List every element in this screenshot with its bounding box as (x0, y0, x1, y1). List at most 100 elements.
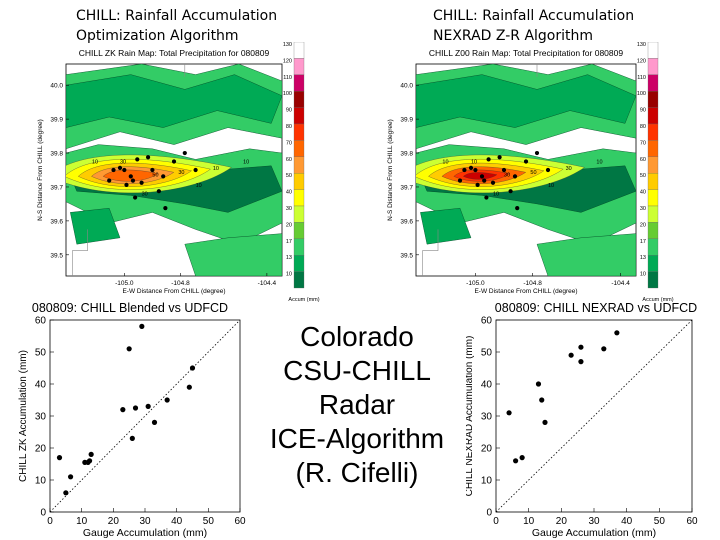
colorbar-tick-label: 50 (286, 173, 292, 179)
map-green-region (70, 207, 121, 245)
map-contour-label: 10 (471, 160, 477, 166)
scatter-xtick-label: 10 (76, 516, 88, 527)
map-gauge-dot (484, 195, 489, 200)
scatter-left: 080809: CHILL Blended vs UDFCD 0 10 20 30 40 5… (18, 301, 246, 539)
scatter-xtick-label: 30 (588, 516, 600, 527)
scatter-ytick-label: 50 (35, 348, 47, 359)
map-gauge-dot (515, 206, 520, 211)
scatter-point (601, 346, 607, 352)
colorbar-swatch (293, 123, 305, 141)
colorbar-tick-label: 10 (640, 272, 646, 278)
map-contour-label: 10 (493, 191, 499, 197)
map-gauge-dot (145, 155, 151, 160)
colorbar-tick-label: 40 (640, 190, 646, 196)
map-xtick-label: -104.4 (611, 280, 630, 287)
center-title-line3: Radar (318, 389, 396, 420)
scatter-xtick-label: 40 (621, 516, 633, 527)
scatter-point (63, 490, 69, 496)
map-xtick-label: -104.4 (258, 280, 277, 287)
map-gauge-dot (468, 165, 474, 170)
colorbar-tick-label: 110 (283, 75, 292, 81)
scatter-xtick-label: 0 (47, 516, 53, 527)
left-map-header: CHILL: Rainfall Accumulation Optimizatio… (76, 6, 277, 46)
scatter-title: 080809: CHILL NEXRAD vs UDFCD (495, 301, 697, 315)
map-xlabel: E-W Distance From CHILL (degree) (474, 288, 577, 295)
scatter-ytick-label: 60 (35, 316, 47, 327)
scatter-xtick-label: 40 (171, 516, 183, 527)
scatter-point (132, 405, 139, 411)
colorbar-swatch (647, 140, 659, 157)
center-title: Colorado CSU-CHILL Radar ICE-Algorithm (… (248, 320, 466, 490)
colorbar-tick-label: 90 (286, 108, 292, 114)
scatter-title: 080809: CHILL Blended vs UDFCD (32, 301, 228, 315)
colorbar-tick-label: 10 (286, 272, 292, 278)
scatter-one-to-one-line (49, 319, 241, 513)
map-green-region (536, 233, 636, 276)
colorbar-swatch (647, 173, 659, 190)
colorbar-swatch (293, 58, 305, 75)
scatter-xtick-label: 0 (493, 516, 499, 527)
colorbar-swatch (647, 189, 659, 207)
scatter-point (151, 419, 158, 425)
colorbar-tick-label: 80 (286, 124, 292, 130)
right-map-header: CHILL: Rainfall Accumulation NEXRAD Z-R … (433, 6, 634, 46)
map-gauge-dot (128, 174, 133, 179)
colorbar-tick-label: 110 (637, 75, 646, 81)
colorbar-swatch (293, 255, 305, 272)
map-contour-label: 50 (152, 172, 158, 178)
scatter-ytick-label: 10 (481, 476, 493, 487)
map-contour-label: 50 (530, 170, 536, 176)
map-gauge-dot (473, 167, 478, 173)
scatter-point (164, 397, 170, 403)
map-ytick-label: 39.5 (400, 252, 413, 259)
colorbar-swatch (647, 91, 659, 108)
map-boundary-line (422, 229, 439, 276)
scatter-ylabel: CHILL ZK Accumulation (mm) (18, 350, 29, 482)
map-contour-label: 10 (92, 160, 98, 166)
colorbar-tick-label: 130 (283, 42, 292, 48)
map-gauge-dot (457, 178, 463, 183)
colorbar-tick-label: 70 (286, 140, 292, 146)
colorbar-tick-label: 30 (640, 206, 646, 212)
map-ylabel: N-S Distance From CHILL (degree) (387, 119, 394, 221)
map-ytick-label: 39.6 (400, 218, 413, 225)
colorbar-swatch (293, 222, 305, 239)
colorbar-swatch (647, 255, 659, 272)
colorbar-swatch (293, 140, 305, 157)
map-gauge-dot (107, 178, 112, 183)
right-header-line1: CHILL: Rainfall Accumulation (433, 8, 635, 24)
scatter-xlabel: Gauge Accumulation (mm) (83, 527, 207, 539)
scatter-ytick-label: 50 (481, 348, 493, 359)
map-gauge-dot (545, 167, 551, 173)
map-gauge-dot (486, 157, 491, 162)
map-ytick-label: 39.7 (50, 184, 63, 191)
scatter-ytick-label: 30 (481, 412, 493, 423)
map-title: CHILL ZK Rain Map: Total Precipitation f… (79, 48, 270, 58)
scatter-point (542, 419, 548, 425)
colorbar-swatch (293, 238, 305, 256)
map-gauge-dot (133, 195, 138, 200)
map-gauge-dot (111, 167, 116, 173)
scatter-one-to-one-line (495, 319, 693, 513)
map-contour-label: 10 (243, 160, 249, 166)
scatter-xtick-label: 60 (686, 516, 698, 527)
scatter-ytick-label: 0 (486, 508, 492, 519)
scatter-point (189, 365, 196, 371)
map-gauge-dot (156, 189, 161, 194)
map-contour-label: 10 (196, 183, 202, 189)
scatter-xlabel: Gauge Accumulation (mm) (532, 527, 656, 539)
map-gauge-dot (523, 159, 529, 164)
map-gauge-dot (150, 167, 155, 173)
scatter-point (67, 474, 74, 480)
colorbar-tick-label: 20 (640, 222, 646, 228)
scatter-point (88, 451, 94, 457)
colorbar-tick-label: 30 (286, 206, 292, 212)
colorbar-swatch (647, 58, 659, 75)
map-contour-label: 30 (142, 191, 148, 197)
map-gauge-dot (512, 174, 518, 179)
scatter-ytick-label: 0 (40, 508, 46, 519)
scatter-point (120, 407, 126, 413)
scatter-xtick-label: 60 (234, 516, 246, 527)
rain-map-right: CHILL Z00 Rain Map: Total Precipitation … (387, 42, 674, 303)
map-ylabel: N-S Distance From CHILL (degree) (37, 119, 44, 221)
